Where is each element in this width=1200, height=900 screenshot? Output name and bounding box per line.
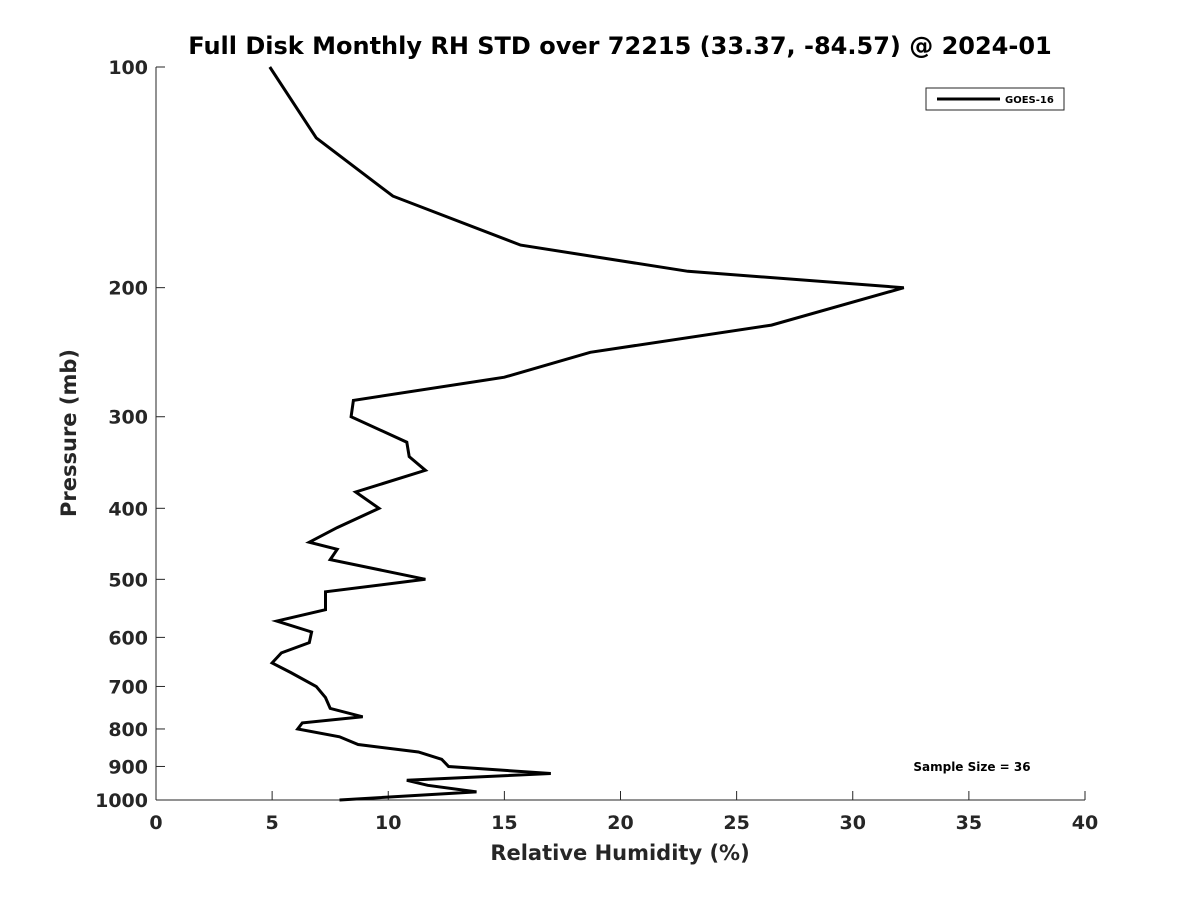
- series-line-goes-16: [268, 66, 905, 802]
- x-tick-label: 40: [1072, 812, 1098, 834]
- y-tick-label: 100: [108, 57, 148, 79]
- y-ticks: 100 200 300 400 500 600 700 800 900 1000: [95, 57, 165, 812]
- x-axis-label: Relative Humidity (%): [490, 841, 749, 865]
- y-tick-label: 800: [108, 719, 148, 741]
- x-tick-label: 10: [375, 812, 401, 834]
- x-tick-label: 5: [266, 812, 279, 834]
- chart-title: Full Disk Monthly RH STD over 72215 (33.…: [188, 32, 1051, 60]
- x-tick-label: 35: [956, 812, 982, 834]
- axes: [155, 67, 1085, 801]
- y-tick-label: 600: [108, 627, 148, 649]
- sample-size-annotation: Sample Size = 36: [913, 760, 1030, 774]
- x-tick-label: 30: [840, 812, 866, 834]
- x-tick-label: 15: [491, 812, 517, 834]
- y-axis-label: Pressure (mb): [57, 349, 81, 517]
- x-tick-label: 0: [149, 812, 162, 834]
- x-ticks: 0 5 10 15 20 25 30 35 40: [149, 791, 1098, 834]
- x-tick-label: 20: [607, 812, 633, 834]
- y-tick-label: 500: [108, 569, 148, 591]
- y-tick-label: 1000: [95, 790, 148, 812]
- y-tick-label: 200: [108, 278, 148, 300]
- series-layer: [268, 66, 905, 802]
- y-tick-label: 700: [108, 676, 148, 698]
- y-tick-label: 300: [108, 407, 148, 429]
- legend-label-goes-16: GOES-16: [1005, 95, 1054, 106]
- x-tick-label: 25: [723, 812, 749, 834]
- legend: GOES-16: [925, 87, 1065, 111]
- y-tick-label: 900: [108, 756, 148, 778]
- y-tick-label: 400: [108, 498, 148, 520]
